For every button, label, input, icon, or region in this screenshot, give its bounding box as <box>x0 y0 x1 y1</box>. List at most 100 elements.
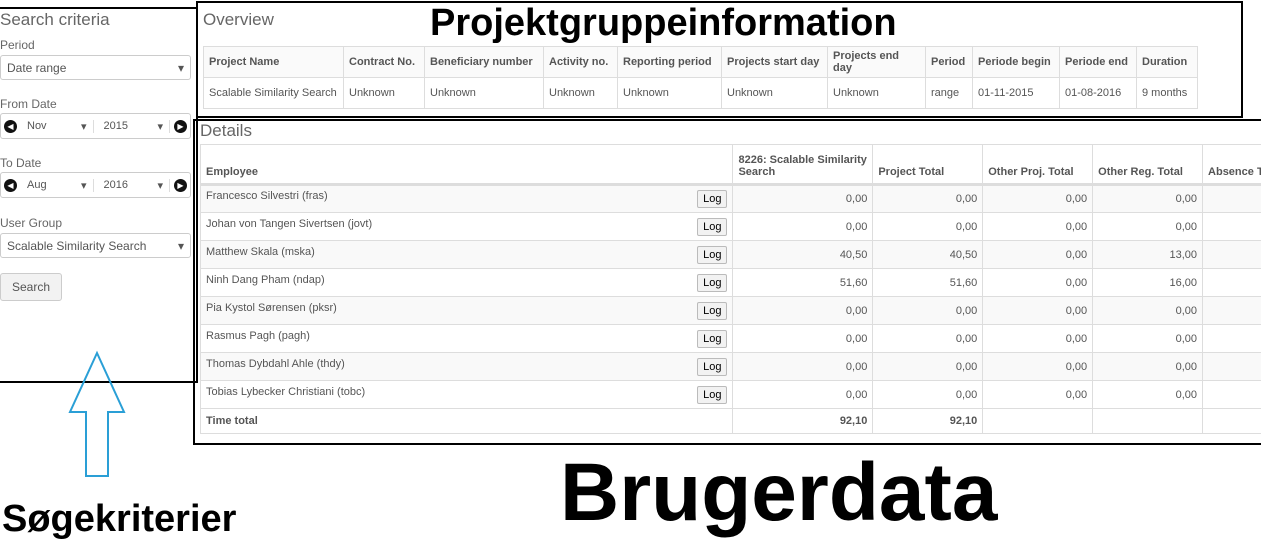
overview-header: Reporting period <box>617 46 722 78</box>
value-cell: 16,00 <box>1092 268 1204 297</box>
search-button[interactable]: Search <box>0 273 63 301</box>
overview-cell: Unknown <box>543 77 618 109</box>
overview-frame <box>196 1 1243 118</box>
overview-header: Contract No. <box>343 46 425 78</box>
to-month-select[interactable]: Aug ▾ <box>21 178 94 192</box>
value-cell: 0,00 <box>1092 380 1204 409</box>
absence-cell <box>1202 184 1261 213</box>
details-panel: Details Employee 8226: Scalable Similarit… <box>199 121 1261 434</box>
overview-header: Periode end <box>1059 46 1137 78</box>
from-year-select[interactable]: 2015 ▾ <box>98 119 170 133</box>
total-row: Time total 92,10 92,10 <box>199 408 1261 434</box>
overview-header: Projects start day <box>721 46 828 78</box>
employee-cell: Tobias Lybecker Christiani (tobc) Log <box>199 380 734 409</box>
employee-cell: Francesco Silvestri (fras) Log <box>199 184 734 213</box>
search-frame <box>0 7 198 383</box>
details-frame <box>193 119 1261 445</box>
value-cell: 0,00 <box>1092 296 1204 325</box>
prev-icon[interactable]: ◀ <box>4 119 17 133</box>
overview-cell: Unknown <box>827 77 926 109</box>
period-select[interactable]: Date range ▾ <box>0 55 191 80</box>
overview-header: Project Name <box>203 46 344 78</box>
log-button[interactable]: Log <box>697 217 728 236</box>
value-cell: 0,00 <box>872 212 984 241</box>
overview-header: Duration <box>1136 46 1198 78</box>
value-cell: 40,50 <box>872 240 984 269</box>
value-cell: 0,00 <box>872 380 984 409</box>
absence-cell <box>1202 212 1261 241</box>
overview-cell: 01-11-2015 <box>972 77 1060 109</box>
log-button[interactable]: Log <box>697 329 728 348</box>
value-cell: 0,00 <box>732 380 874 409</box>
value-cell: 0,00 <box>1092 212 1204 241</box>
employee-cell: Johan von Tangen Sivertsen (jovt) Log <box>199 212 734 241</box>
employee-name: Ninh Dang Pham (ndap) <box>206 273 325 286</box>
employee-name: Matthew Skala (mska) <box>206 245 315 258</box>
absence-cell <box>1202 268 1261 297</box>
next-icon[interactable]: ▶ <box>174 119 187 133</box>
log-button[interactable]: Log <box>697 273 728 292</box>
caret-down-icon: ▾ <box>177 60 184 75</box>
value-cell: 0,00 <box>982 380 1094 409</box>
period-label: Period <box>0 38 35 52</box>
absence-cell <box>1202 296 1261 325</box>
table-row: Ninh Dang Pham (ndap) Log 51,60 51,60 0,00 16… <box>199 268 1261 297</box>
employee-cell: Pia Kystol Sørensen (pksr) Log <box>199 296 734 325</box>
overview-header: Activity no. <box>543 46 618 78</box>
group-label: User Group <box>0 216 63 230</box>
value-cell: 0,00 <box>872 324 984 353</box>
from-year: 2015 <box>103 119 128 132</box>
value-cell: 51,60 <box>872 268 984 297</box>
table-row: Pia Kystol Sørensen (pksr) Log 0,00 0,00 0,0… <box>199 296 1261 325</box>
table-row: Johan von Tangen Sivertsen (jovt) Log 0,00… <box>199 212 1261 241</box>
log-button[interactable]: Log <box>697 301 728 320</box>
from-month: Nov <box>27 119 47 132</box>
employee-cell: Rasmus Pagh (pagh) Log <box>199 324 734 353</box>
overview-cell: Scalable Similarity Search <box>203 77 344 109</box>
employee-name: Tobias Lybecker Christiani (tobc) <box>206 385 366 398</box>
annotation-user: Brugerdata <box>560 447 998 538</box>
prev-icon[interactable]: ◀ <box>4 178 17 192</box>
details-header: Employee <box>199 144 734 185</box>
employee-cell: Thomas Dybdahl Ahle (thdy) Log <box>199 352 734 381</box>
value-cell: 0,00 <box>732 296 874 325</box>
value-cell: 0,00 <box>1092 352 1204 381</box>
from-month-select[interactable]: Nov ▾ <box>21 119 94 133</box>
value-cell: 0,00 <box>982 324 1094 353</box>
absence-cell <box>1202 352 1261 381</box>
value-cell: 0,00 <box>982 212 1094 241</box>
employee-name: Johan von Tangen Sivertsen (jovt) <box>206 217 373 230</box>
overview-cell: Unknown <box>617 77 722 109</box>
employee-name: Rasmus Pagh (pagh) <box>206 329 310 342</box>
table-row: Matthew Skala (mska) Log 40,50 40,50 0,00 13,… <box>199 240 1261 269</box>
value-cell: 0,00 <box>982 268 1094 297</box>
table-row: Rasmus Pagh (pagh) Log 0,00 0,00 0,00 0,00 <box>199 324 1261 353</box>
total-cell <box>982 408 1094 434</box>
log-button[interactable]: Log <box>697 357 728 376</box>
period-value: Date range <box>7 60 67 75</box>
details-title: Details <box>200 121 252 140</box>
log-button[interactable]: Log <box>697 245 728 264</box>
absence-cell <box>1202 324 1261 353</box>
details-header: Other Reg. Total <box>1092 144 1204 185</box>
details-header: 8226: Scalable Similarity Search <box>732 144 874 185</box>
group-select[interactable]: Scalable Similarity Search ▾ <box>0 233 191 258</box>
overview-header: Projects end day <box>827 46 926 78</box>
overview-header: Period <box>925 46 973 78</box>
details-header: Other Proj. Total <box>982 144 1094 185</box>
details-header: Absence T <box>1202 144 1261 185</box>
absence-cell <box>1202 380 1261 409</box>
absence-total-cell <box>1202 408 1261 434</box>
to-date: ◀ Aug ▾ 2016 ▾ ▶ <box>0 172 191 198</box>
value-cell: 0,00 <box>982 296 1094 325</box>
annotation-project: Projektgruppeinformation <box>430 2 897 44</box>
to-year-select[interactable]: 2016 ▾ <box>98 178 170 192</box>
next-icon[interactable]: ▶ <box>174 178 187 192</box>
value-cell: 0,00 <box>982 240 1094 269</box>
log-button[interactable]: Log <box>697 190 728 208</box>
log-button[interactable]: Log <box>697 385 728 404</box>
details-table: Employee 8226: Scalable Similarity Search… <box>199 144 1261 434</box>
overview-header: Beneficiary number <box>424 46 544 78</box>
total-cell: 92,10 <box>732 408 874 434</box>
to-label: To Date <box>0 156 42 170</box>
